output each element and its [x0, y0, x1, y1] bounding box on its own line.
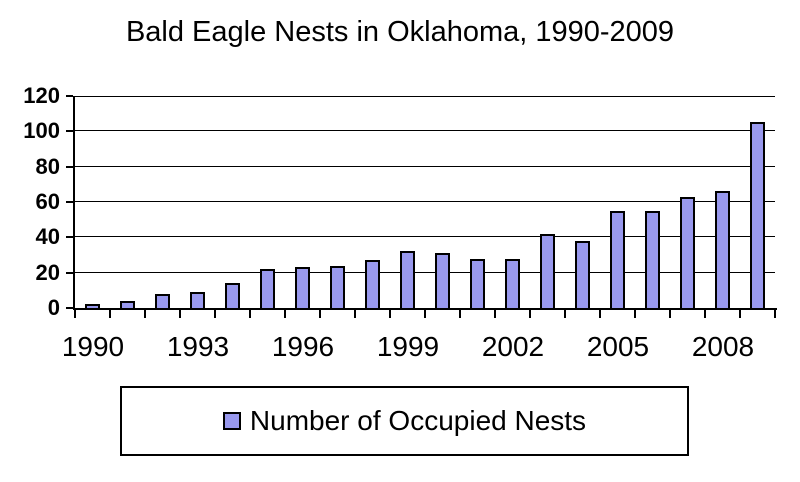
x-axis-tick-5	[249, 310, 251, 318]
y-axis-line	[73, 96, 75, 310]
gridline-80	[75, 166, 775, 167]
bar-1995	[260, 269, 275, 308]
y-axis-label-40: 40	[35, 224, 60, 249]
y-axis-label-80: 80	[35, 154, 60, 179]
bar-1994	[225, 283, 240, 308]
plot-area	[75, 96, 775, 308]
chart-title: Bald Eagle Nests in Oklahoma, 1990-2009	[125, 16, 675, 48]
y-axis-tick-60	[66, 201, 73, 203]
x-axis-tick-2	[144, 310, 146, 318]
x-axis-tick-15	[599, 310, 601, 318]
y-axis-tick-120	[66, 95, 73, 97]
x-axis-tick-13	[529, 310, 531, 318]
x-axis-tick-18	[704, 310, 706, 318]
bar-2005	[610, 211, 625, 308]
bar-1990	[85, 304, 100, 308]
y-axis-tick-100	[66, 130, 73, 132]
x-axis-tick-11	[459, 310, 461, 318]
bar-1992	[155, 294, 170, 308]
x-axis-tick-1	[109, 310, 111, 318]
x-axis-label-1990: 1990	[61, 331, 125, 362]
x-axis-tick-8	[354, 310, 356, 318]
legend-series-label: Number of Occupied Nests	[249, 405, 587, 436]
bar-2009	[750, 122, 765, 308]
x-axis-tick-3	[179, 310, 181, 318]
x-axis-tick-17	[669, 310, 671, 318]
bar-1997	[330, 266, 345, 308]
gridline-60	[75, 201, 775, 202]
bar-2000	[435, 253, 450, 308]
x-axis-label-1999: 1999	[376, 331, 440, 362]
legend-series-swatch-icon	[222, 412, 241, 430]
x-axis-tick-14	[564, 310, 566, 318]
gridline-100	[75, 130, 775, 131]
x-axis-tick-20	[774, 310, 776, 318]
y-axis-label-20: 20	[35, 260, 60, 285]
x-axis-tick-12	[494, 310, 496, 318]
bar-1998	[365, 260, 380, 308]
x-axis-label-2002: 2002	[481, 331, 545, 362]
y-axis-tick-20	[66, 272, 73, 274]
bar-1991	[120, 301, 135, 308]
y-axis-label-60: 60	[35, 189, 60, 214]
x-axis-label-1996: 1996	[271, 331, 335, 362]
legend: Number of Occupied Nests	[120, 386, 689, 456]
y-axis-label-120: 120	[23, 83, 60, 108]
bar-2002	[505, 259, 520, 308]
x-axis-label-2005: 2005	[586, 331, 650, 362]
y-axis-tick-80	[66, 166, 73, 168]
y-axis-tick-0	[66, 307, 73, 309]
x-axis-tick-16	[634, 310, 636, 318]
x-axis-tick-10	[424, 310, 426, 318]
y-axis-label-0: 0	[47, 295, 60, 320]
bar-2001	[470, 259, 485, 308]
bar-2003	[540, 234, 555, 308]
bar-2004	[575, 241, 590, 308]
gridline-40	[75, 236, 775, 237]
x-axis-tick-0	[74, 310, 76, 318]
x-axis-label-2008: 2008	[691, 331, 755, 362]
bar-2006	[645, 211, 660, 308]
bar-1996	[295, 267, 310, 308]
x-axis-tick-7	[319, 310, 321, 318]
x-axis-tick-4	[214, 310, 216, 318]
bar-1999	[400, 251, 415, 308]
bar-2008	[715, 191, 730, 308]
bar-2007	[680, 197, 695, 308]
x-axis-tick-9	[389, 310, 391, 318]
gridline-20	[75, 272, 775, 273]
gridline-120	[75, 96, 775, 97]
y-axis-tick-40	[66, 236, 73, 238]
bar-1993	[190, 292, 205, 308]
y-axis-label-100: 100	[23, 118, 60, 143]
x-axis-label-1993: 1993	[166, 331, 230, 362]
x-axis-line	[73, 308, 777, 310]
x-axis-tick-6	[284, 310, 286, 318]
x-axis-tick-19	[739, 310, 741, 318]
